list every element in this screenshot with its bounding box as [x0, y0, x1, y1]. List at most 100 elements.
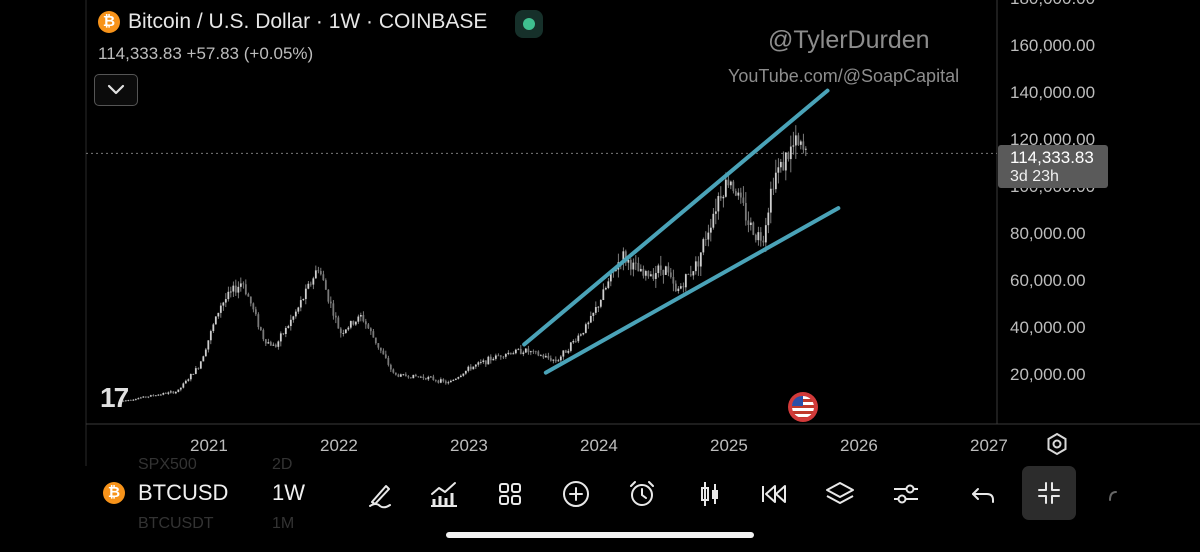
candle-body: [692, 271, 695, 276]
y-tick-label: 140,000.00: [1010, 83, 1096, 102]
candle-body: [292, 316, 295, 320]
candle-body: [554, 359, 557, 362]
bar-countdown: 3d 23h: [1010, 168, 1059, 185]
candle-body: [732, 181, 735, 192]
candle-body: [654, 273, 657, 279]
candle-body: [782, 161, 785, 171]
collapse-button[interactable]: [1022, 466, 1076, 520]
trendline-lower[interactable]: [543, 206, 841, 375]
tradingview-logo[interactable]: 17: [100, 382, 129, 413]
candle-body: [312, 278, 315, 285]
candle-body: [324, 280, 327, 290]
candle-body: [604, 287, 607, 290]
candle-body: [719, 196, 722, 199]
candle-body: [204, 349, 207, 357]
x-tick-label: 2021: [190, 436, 228, 455]
indicators-icon[interactable]: [428, 478, 460, 510]
candle-body: [499, 355, 502, 357]
candle-body: [459, 375, 462, 378]
candle-body: [164, 393, 167, 394]
candle-body: [677, 288, 680, 292]
candle-body: [779, 161, 782, 168]
candle-body: [632, 262, 635, 270]
candle-body: [274, 344, 277, 347]
candle-body: [344, 329, 347, 333]
candle-body: [409, 377, 412, 379]
symbol-picker[interactable]: BTCUSD: [138, 480, 229, 505]
interval-picker[interactable]: 1W: [272, 480, 305, 505]
candle-body: [392, 369, 395, 373]
candle-body: [372, 331, 375, 338]
candle-body: [672, 277, 675, 284]
candle-body: [137, 398, 140, 400]
candle-body: [329, 301, 332, 304]
candle-body: [532, 351, 535, 352]
x-tick-label: 2025: [710, 436, 748, 455]
candle-body: [244, 284, 247, 295]
candle-body: [357, 316, 360, 322]
candle-body: [657, 265, 660, 274]
candle-body: [154, 395, 157, 397]
watermark-handle: @TylerDurden: [768, 26, 930, 54]
candle-body: [602, 289, 605, 301]
collapse-icon[interactable]: [1033, 477, 1065, 509]
candle-body: [724, 179, 727, 197]
candle-body: [384, 354, 387, 358]
candle-body: [447, 382, 450, 384]
settings-sliders-icon[interactable]: [890, 478, 922, 510]
candle-body: [674, 283, 677, 292]
candle-body: [332, 303, 335, 316]
candle-body: [189, 374, 192, 380]
candle-body: [144, 396, 147, 398]
chart-settings-icon[interactable]: [1045, 432, 1069, 456]
candle-body: [507, 352, 510, 355]
candle-body: [749, 222, 752, 226]
candle-body: [562, 350, 565, 357]
collapse-legend-button[interactable]: [94, 74, 138, 106]
candle-body: [704, 239, 707, 240]
candle-body: [662, 269, 665, 275]
candle-body: [277, 341, 280, 347]
candles-icon[interactable]: [694, 478, 726, 510]
candle-body: [314, 270, 317, 279]
candle-body: [289, 319, 292, 327]
brush-icon[interactable]: [364, 478, 396, 510]
candle-body: [544, 355, 547, 358]
candle-body: [192, 373, 195, 375]
last-price-value: 114,333.83: [1010, 148, 1094, 167]
candle-body: [479, 361, 482, 363]
candle-body: [752, 222, 755, 235]
candle-body: [569, 342, 572, 351]
candle-body: [592, 312, 595, 316]
candle-body: [342, 332, 345, 334]
candle-body: [727, 179, 730, 186]
candle-body: [517, 348, 520, 350]
candle-body: [634, 262, 637, 264]
chart-title[interactable]: Bitcoin / U.S. Dollar · 1W · COINBASE: [128, 10, 488, 33]
candle-body: [227, 291, 230, 300]
more-tools-icon[interactable]: [1102, 478, 1134, 510]
candle-body: [197, 368, 200, 369]
candle-body: [737, 192, 740, 196]
candle-body: [789, 146, 792, 160]
candle-body: [259, 327, 262, 331]
layers-icon[interactable]: [824, 478, 856, 510]
undo-icon[interactable]: [968, 478, 1000, 510]
trendline-upper[interactable]: [522, 88, 830, 347]
layouts-icon[interactable]: [494, 478, 526, 510]
candle-body: [297, 307, 300, 312]
market-status-button[interactable]: [515, 10, 543, 38]
candle-body: [429, 376, 432, 378]
candle-body: [707, 232, 710, 240]
candle-body: [242, 283, 245, 285]
add-icon[interactable]: [560, 478, 592, 510]
us-flag-event-icon[interactable]: [788, 392, 818, 422]
alarm-icon[interactable]: [626, 478, 658, 510]
replay-icon[interactable]: [758, 478, 790, 510]
candle-body: [484, 360, 487, 365]
candle-body: [139, 397, 142, 399]
candle-body: [379, 347, 382, 351]
candle-body: [252, 303, 255, 310]
